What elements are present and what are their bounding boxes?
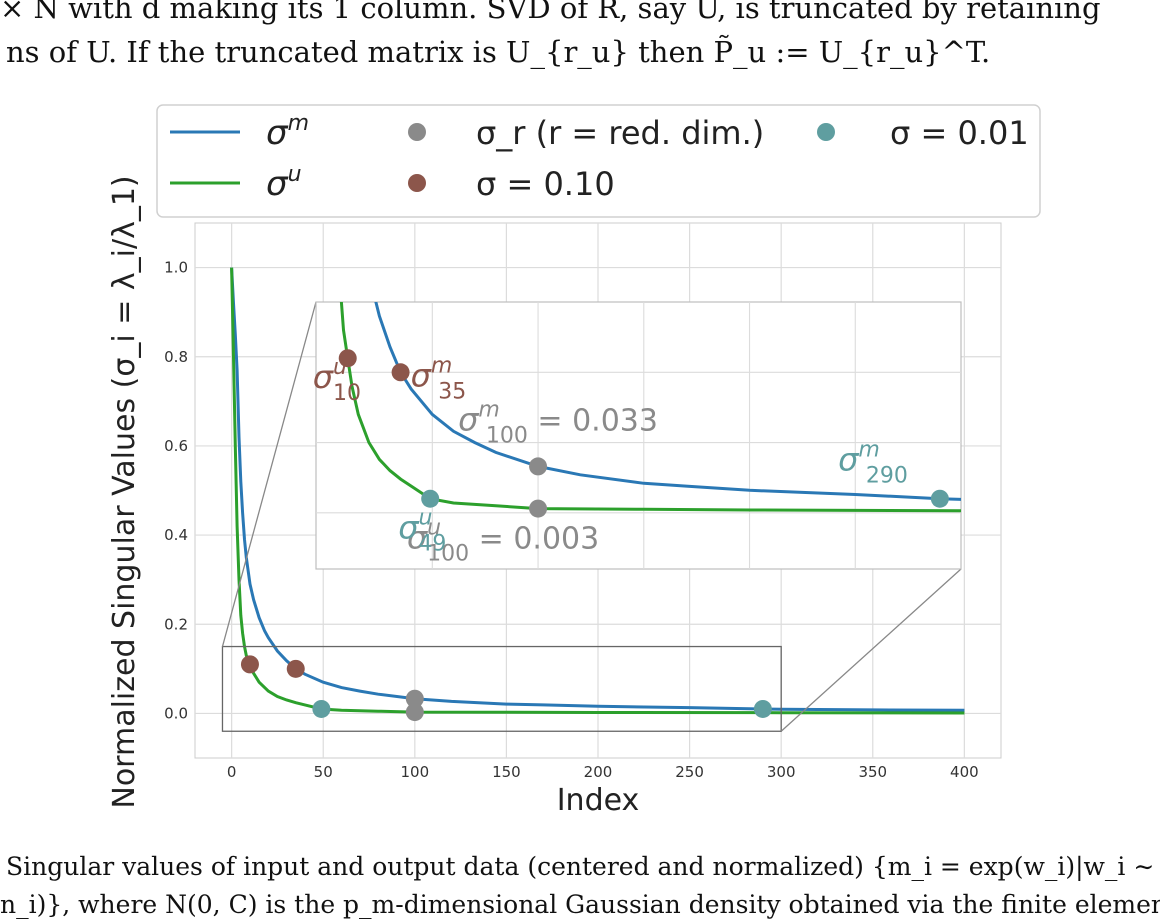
inset-data-point-marker — [930, 489, 949, 508]
zoom-indicator — [221, 301, 962, 732]
inset-marker-label: σu 100 = 0.003 — [407, 516, 599, 567]
legend-label-sigma-010: σ = 0.10 — [476, 165, 615, 203]
paper-text-line: ns of U. If the truncated matrix is U_{r… — [6, 35, 991, 69]
x-tick-label: 0 — [227, 763, 237, 781]
legend-label-sigma-m: σm — [266, 111, 309, 153]
legend-sigma-u-base: σ — [266, 164, 289, 204]
x-tick-label: 100 — [400, 763, 429, 781]
main-markers — [240, 655, 772, 722]
y-tick-label: 0.0 — [164, 704, 188, 722]
inset-marker-label: σu 10 — [313, 355, 361, 406]
paper-text-line: × N with d making its 1 column. SVD of R… — [0, 0, 1101, 25]
inset-markers — [338, 349, 949, 518]
inset-data-point-marker — [529, 457, 548, 476]
x-tick-label: 150 — [492, 763, 521, 781]
data-point-marker — [286, 659, 305, 678]
inset-marker-label: σm 290 — [838, 438, 908, 489]
paper-top-text: × N with d making its 1 column. SVD of R… — [0, 0, 1160, 74]
x-tick-label: 300 — [767, 763, 796, 781]
inset-background — [315, 301, 962, 570]
zoom-connector — [780, 568, 962, 732]
legend-label-sigma-r: σ_r (r = red. dim.) — [476, 114, 764, 152]
x-tick-label: 200 — [584, 763, 613, 781]
caption-line: n_i)}, where N(0, C) is the p_m-dimensio… — [0, 890, 1160, 919]
y-tick-label: 0.4 — [164, 526, 188, 544]
data-point-marker — [753, 699, 772, 718]
data-point-marker — [240, 655, 259, 674]
inset-data-point-marker — [421, 489, 440, 508]
x-tick-label: 400 — [950, 763, 979, 781]
inset-grid — [316, 302, 961, 569]
y-tick-label: 0.2 — [164, 615, 188, 633]
x-axis-label: Index — [557, 783, 640, 818]
inset-marker-label: σm 35 — [411, 353, 467, 404]
legend-marker-sigma-r — [408, 123, 426, 141]
x-tick-label: 50 — [314, 763, 333, 781]
zoom-connector — [221, 301, 317, 647]
legend-label-sigma-u: σu — [266, 162, 302, 204]
legend-sigma-u-sup: u — [288, 162, 302, 187]
inset-data-point-marker — [529, 499, 548, 518]
inset-series-line-sigma-m — [374, 302, 961, 501]
y-axis-label: Normalized Singular Values (σ_i = λ_i/λ_… — [107, 175, 142, 808]
caption-line: Singular values of input and output data… — [6, 852, 1160, 881]
y-tick-label: 1.0 — [164, 259, 188, 277]
y-tick-label: 0.6 — [164, 437, 188, 455]
zoom-rectangle — [221, 645, 782, 732]
data-point-marker — [405, 703, 424, 722]
legend-label-sigma-001: σ = 0.01 — [890, 114, 1029, 152]
legend: σm σu σ_r (r = red. dim.) σ = 0.10 σ = 0… — [156, 104, 1041, 218]
data-point-marker — [405, 689, 424, 708]
x-tick-label: 250 — [675, 763, 704, 781]
main-tick-labels: 0 50 100 150 200 250 300 350 400 0.0 0.2 0.4 0.6 0.8 1… — [164, 259, 979, 781]
inset-data-point-marker — [338, 349, 357, 368]
data-point-marker — [312, 699, 331, 718]
singular-values-figure: σm σu σ_r (r = red. dim.) σ = 0.10 σ = 0… — [107, 104, 1041, 818]
inset-marker-label: σu 49 — [398, 506, 446, 557]
figure-caption: Singular values of input and output data… — [0, 848, 1160, 924]
y-tick-label: 0.8 — [164, 348, 188, 366]
x-tick-label: 350 — [858, 763, 887, 781]
legend-sigma-m-sup: m — [288, 111, 309, 136]
legend-sigma-m-base: σ — [266, 113, 289, 153]
inset-data-point-marker — [391, 363, 410, 382]
legend-marker-sigma-010 — [408, 174, 426, 192]
legend-marker-sigma-001 — [817, 123, 835, 141]
inset-marker-label: σm 100 = 0.033 — [458, 397, 658, 448]
